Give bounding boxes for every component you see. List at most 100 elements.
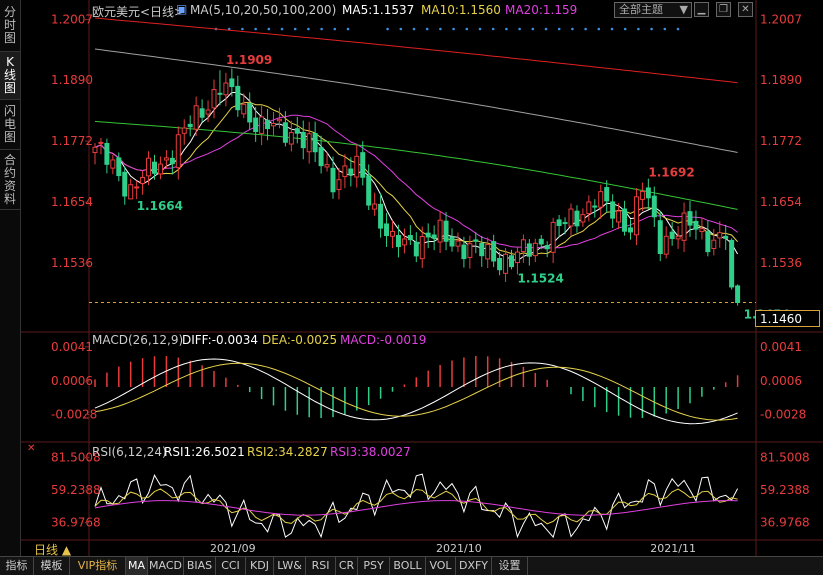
signal-dot [597, 27, 601, 31]
signal-dot [293, 27, 297, 31]
bottom-tab-5[interactable]: BIAS [184, 557, 216, 575]
candle [562, 222, 568, 225]
ma-params: MA(5,10,20,50,100,200) [190, 3, 337, 17]
candle [288, 132, 294, 145]
left-tab-3[interactable]: 合约资料 [0, 150, 20, 210]
candle [282, 122, 288, 143]
candle [520, 239, 526, 253]
ma20-line [94, 114, 738, 249]
candle [568, 208, 574, 227]
candle [360, 152, 366, 178]
candle [687, 211, 693, 226]
candle [651, 195, 657, 218]
symbol-title: 欧元美元<日线> [92, 5, 185, 19]
signal-dot [557, 27, 561, 31]
signal-dot [637, 27, 640, 31]
restore-icon[interactable]: ❐ [716, 2, 731, 17]
bottom-tab-0[interactable]: 指标 [0, 557, 34, 575]
ma5-value: MA5:1.1537 [342, 3, 415, 17]
bottom-tab-1[interactable]: 模板 [34, 557, 70, 575]
candle [241, 103, 247, 115]
candle [610, 201, 616, 219]
left-tab-2[interactable]: 闪电图 [0, 100, 20, 150]
bottom-tab-4[interactable]: MACD [148, 557, 184, 575]
price-axis-label: 1.1890 [760, 73, 802, 87]
left-tab-0[interactable]: 分时图 [0, 0, 20, 52]
candle [735, 285, 741, 303]
candle [217, 92, 223, 95]
macd-params: MACD(26,12,9) [92, 333, 184, 347]
candle [580, 214, 586, 223]
left-tab-label: 分时图 [3, 5, 16, 45]
bottom-tab-11[interactable]: PSY [358, 557, 390, 575]
settings-icon[interactable]: ▣ [176, 2, 188, 16]
candle [699, 228, 705, 233]
candle [663, 235, 669, 255]
signal-dot [320, 27, 323, 31]
bottom-tab-9[interactable]: RSI [306, 557, 336, 575]
left-tab-1[interactable]: K线图 [0, 52, 20, 100]
caret-up-icon: ▲ [61, 543, 72, 557]
close-icon[interactable]: ✕ [738, 2, 753, 17]
candle [378, 203, 384, 229]
macd-dea-line [94, 362, 738, 421]
candle [98, 141, 104, 144]
rsi2-value: RSI2:34.2827 [247, 445, 328, 459]
candle [259, 116, 265, 134]
candle [616, 210, 622, 223]
candle [306, 133, 312, 153]
candle [205, 109, 211, 115]
candle [140, 176, 146, 184]
candle [187, 123, 193, 128]
candle [223, 82, 229, 96]
rsi-axis-label: 81.5008 [51, 450, 101, 464]
candle [693, 220, 699, 230]
candle [419, 236, 425, 260]
rsi3-line [94, 500, 738, 516]
minimize-icon[interactable]: ▁ [694, 2, 709, 17]
bottom-tab-10[interactable]: CR [336, 557, 358, 575]
signal-dot [676, 27, 680, 31]
candle [128, 184, 134, 200]
bottom-tab-6[interactable]: CCI [216, 557, 246, 575]
signal-dot [544, 27, 548, 31]
signal-dot [491, 27, 495, 31]
bottom-tab-7[interactable]: KDJ [246, 557, 274, 575]
candle [538, 238, 544, 245]
candle [390, 231, 395, 237]
rsi-params: RSI(6,12,24) [92, 445, 167, 459]
bottom-tab-2[interactable]: VIP指标 [70, 557, 126, 575]
signal-dot [386, 27, 389, 31]
bottom-tab-3[interactable]: MA [126, 557, 148, 575]
theme-dropdown[interactable]: 全部主题 ▼ [614, 2, 692, 18]
signal-dot [452, 27, 455, 31]
signal-dot [439, 27, 442, 31]
theme-label: 全部主题 [619, 3, 663, 16]
candle [479, 242, 485, 257]
rsi-close-icon[interactable]: ✕ [27, 443, 36, 454]
signal-dot [571, 27, 574, 31]
candle [92, 146, 98, 153]
candle [300, 131, 306, 149]
rsi2-line [94, 488, 738, 525]
price-annotation: 1.1664 [137, 199, 183, 213]
period-selector[interactable]: 日线 ▲ [34, 541, 71, 558]
rsi-axis-label: 36.9768 [51, 516, 101, 530]
bottom-tab-14[interactable]: DXFY [456, 557, 492, 575]
signal-dot [584, 27, 587, 31]
candle [294, 128, 300, 134]
signal-dot [227, 27, 231, 31]
candle [110, 159, 116, 169]
macd-diff-line [94, 358, 738, 425]
candle [622, 208, 628, 232]
bottom-tab-13[interactable]: VOL [426, 557, 456, 575]
macd-axis-label: -0.0028 [51, 407, 97, 421]
signal-dot [346, 27, 350, 31]
bottom-tab-15[interactable]: 设置 [492, 557, 528, 575]
candle [169, 157, 175, 165]
candle [633, 196, 639, 236]
bottom-tab-8[interactable]: LW& [274, 557, 306, 575]
price-axis-label: 1.1772 [51, 134, 93, 148]
signal-dot [425, 27, 429, 31]
bottom-tab-12[interactable]: BOLL [390, 557, 426, 575]
